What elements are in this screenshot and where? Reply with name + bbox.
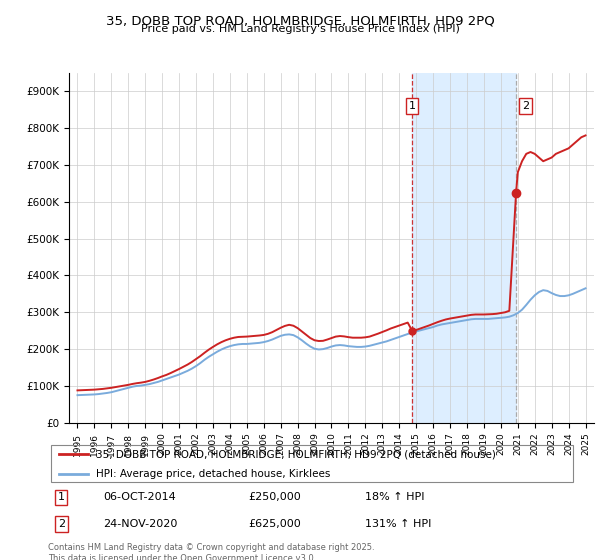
Text: HPI: Average price, detached house, Kirklees: HPI: Average price, detached house, Kirk… — [95, 469, 330, 479]
Text: 2: 2 — [58, 519, 65, 529]
Text: 18% ↑ HPI: 18% ↑ HPI — [365, 492, 424, 502]
Bar — [412, 73, 516, 423]
Text: Contains HM Land Registry data © Crown copyright and database right 2025.
This d: Contains HM Land Registry data © Crown c… — [48, 543, 374, 560]
Text: £625,000: £625,000 — [248, 519, 301, 529]
Text: £250,000: £250,000 — [248, 492, 301, 502]
Text: 131% ↑ HPI: 131% ↑ HPI — [365, 519, 431, 529]
Text: 35, DOBB TOP ROAD, HOLMBRIDGE, HOLMFIRTH, HD9 2PQ (detached house): 35, DOBB TOP ROAD, HOLMBRIDGE, HOLMFIRTH… — [95, 449, 496, 459]
Text: 1: 1 — [58, 492, 65, 502]
Text: 2: 2 — [522, 101, 529, 111]
Text: Price paid vs. HM Land Registry's House Price Index (HPI): Price paid vs. HM Land Registry's House … — [140, 24, 460, 34]
Text: 35, DOBB TOP ROAD, HOLMBRIDGE, HOLMFIRTH, HD9 2PQ: 35, DOBB TOP ROAD, HOLMBRIDGE, HOLMFIRTH… — [106, 14, 494, 27]
Text: 06-OCT-2014: 06-OCT-2014 — [103, 492, 176, 502]
Text: 24-NOV-2020: 24-NOV-2020 — [103, 519, 178, 529]
Text: 1: 1 — [409, 101, 416, 111]
